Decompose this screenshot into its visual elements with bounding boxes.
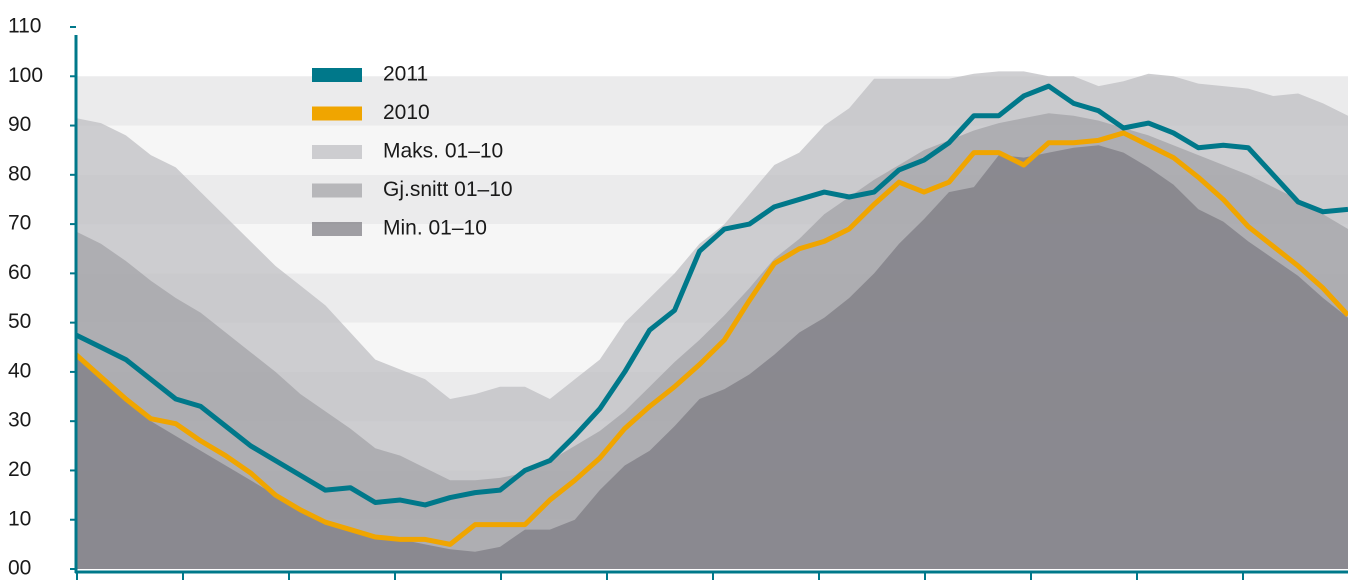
- y-tick-label: 70: [8, 212, 31, 235]
- legend-label: Min. 01–10: [383, 217, 487, 240]
- y-tick-label: 90: [8, 113, 31, 136]
- legend-swatch: [312, 222, 362, 236]
- legend-swatch: [312, 106, 362, 121]
- line: [74, 130, 1348, 547]
- legend-swatch: [312, 183, 362, 198]
- legend-swatch: [312, 145, 362, 159]
- area: [76, 145, 1348, 569]
- line: [74, 83, 1348, 508]
- y-tick-label: 00: [8, 557, 31, 580]
- y-tick-label: 110: [8, 15, 41, 38]
- y-tick-label: 40: [8, 359, 31, 382]
- y-tick-label: 20: [8, 458, 31, 481]
- lines: [74, 83, 1348, 547]
- y-tick-label: 80: [8, 162, 31, 185]
- y-tick-label: 10: [8, 507, 31, 530]
- legend: 2011 2010 Maks. 01–10 Gj.snitt 01–10 Min. 01…: [312, 63, 513, 240]
- y-tick-label: 60: [8, 261, 31, 284]
- legend-swatch: [312, 68, 362, 82]
- legend-label: 2011: [383, 63, 428, 86]
- legend-label: Maks. 01–10: [383, 140, 503, 163]
- y-tick-label: 30: [8, 409, 31, 432]
- y-tick-label: 100: [8, 64, 43, 87]
- axes: 00 10 20 30 40 50 60 70 80 90 100 110: [8, 15, 1348, 580]
- areas: [76, 71, 1348, 570]
- legend-label: Gj.snitt 01–10: [383, 178, 513, 201]
- legend-label: 2010: [383, 101, 430, 124]
- y-tick-label: 50: [8, 310, 31, 333]
